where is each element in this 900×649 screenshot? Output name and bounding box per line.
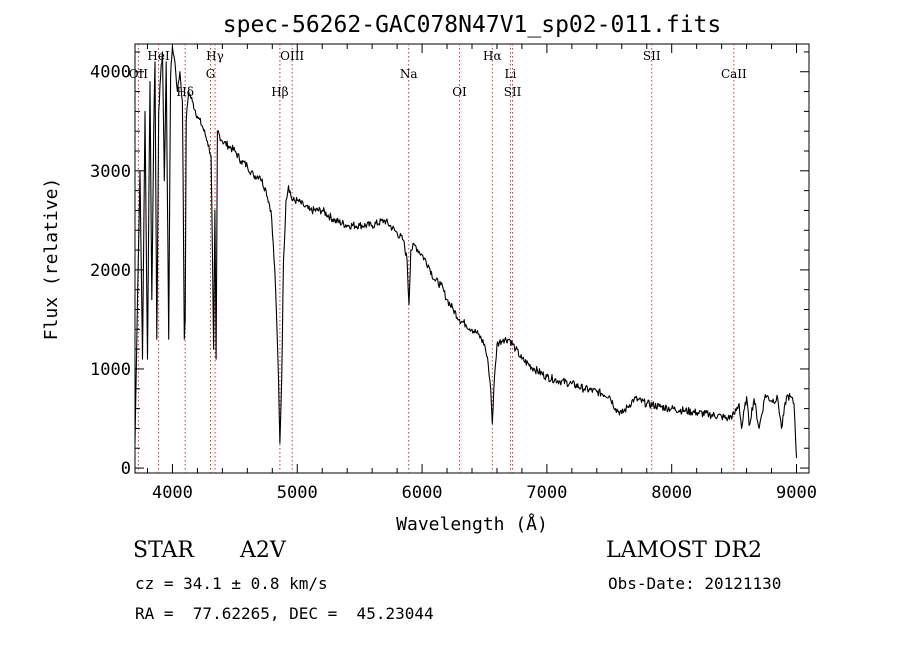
x-tick-label: 9000 [776, 483, 817, 503]
x-tick-label: 8000 [651, 483, 692, 503]
y-tick-label: 3000 [90, 162, 131, 182]
survey-name: LAMOST DR2 [606, 538, 762, 563]
plot-frame [134, 43, 810, 474]
line-marker-label: OI [452, 85, 467, 99]
line-marker-label: Hδ [176, 85, 194, 99]
x-tick-label: 7000 [526, 483, 567, 503]
axis-ticks: 4000 5000 6000 7000 8000 9000 0 1000 2000 3000 400… [90, 44, 817, 503]
spectrum-line [134, 46, 798, 459]
line-marker-label: SII [504, 85, 522, 99]
line-marker-label: Hγ [206, 49, 224, 63]
y-tick-label: 0 [121, 459, 131, 479]
x-tick-label: 5000 [277, 483, 318, 503]
line-marker-label: G [206, 67, 216, 81]
observation-date: Obs-Date: 20121130 [608, 574, 782, 593]
y-tick-label: 4000 [90, 63, 131, 83]
x-tick-label: 6000 [402, 483, 443, 503]
object-class: STAR [133, 538, 194, 563]
line-marker-label: OII [129, 67, 149, 81]
y-axis-label: Flux (relative) [41, 178, 62, 341]
line-marker-label: Li [505, 67, 517, 81]
line-marker-label: OIII [280, 49, 304, 63]
y-tick-label: 2000 [90, 261, 131, 281]
y-tick-label: 1000 [90, 360, 131, 380]
line-marker-label: Hβ [271, 85, 288, 99]
line-marker-label: CaII [721, 67, 747, 81]
spectrum-series [134, 46, 798, 459]
chart-title: spec-56262-GAC078N47V1_sp02-011.fits [223, 12, 722, 38]
line-marker-label: Na [400, 67, 418, 81]
line-marker-label: HeI [147, 49, 170, 63]
x-axis-label: Wavelength (Å) [396, 513, 548, 535]
line-marker-label: Hα [483, 49, 502, 63]
spectral-subclass: A2V [240, 538, 286, 563]
line-marker-label: SII [643, 49, 661, 63]
redshift-velocity: cz = 34.1 ± 0.8 km/s [135, 574, 328, 593]
coordinates: RA = 77.62265, DEC = 45.23044 [135, 604, 434, 623]
x-tick-label: 4000 [152, 483, 193, 503]
